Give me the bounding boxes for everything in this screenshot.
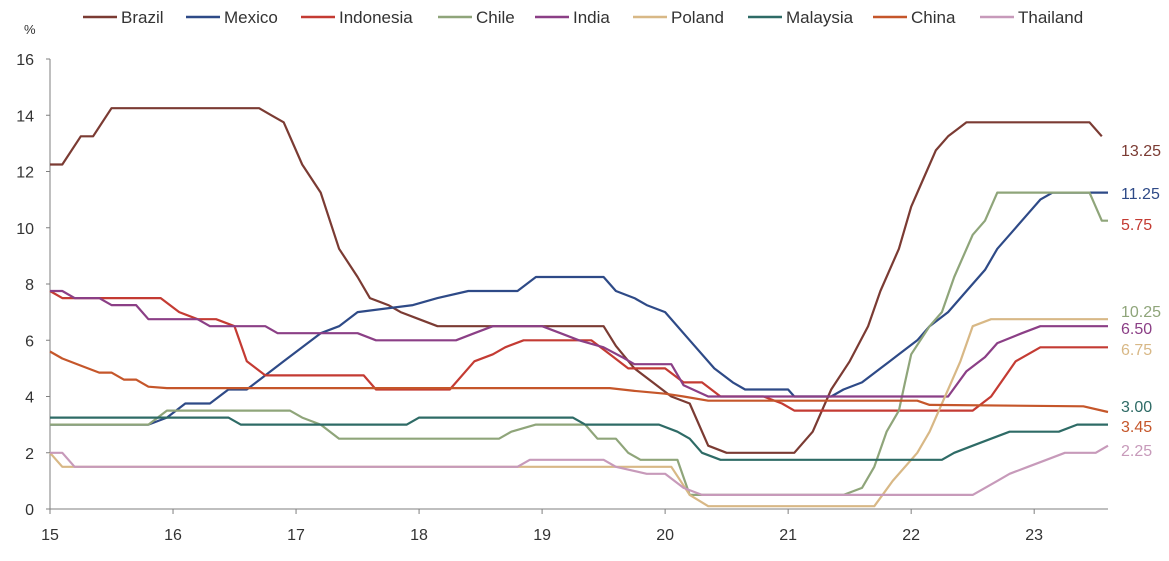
y-tick-label: 10 [16,221,34,238]
x-tick-label: 16 [164,527,182,544]
y-tick-label: 2 [25,446,34,463]
end-value-label-indonesia: 5.75 [1121,217,1152,234]
end-value-label-poland: 6.75 [1121,342,1152,359]
end-value-label-china: 3.45 [1121,419,1152,436]
legend-item-indonesia: Indonesia [339,8,413,27]
end-value-label-mexico: 11.25 [1121,186,1160,203]
series-line-india [50,289,1108,398]
end-value-label-brazil: 13.25 [1121,143,1161,160]
x-axis-ticks: 15 16 17 18 19 20 21 22 23 [41,509,1043,544]
legend-item-poland: Poland [671,8,724,27]
x-tick-label: 15 [41,527,59,544]
legend-item-india: India [573,8,610,27]
legend-item-mexico: Mexico [224,8,278,27]
legend: Brazil Mexico Indonesia Chile India Poland Mal… [83,8,1083,27]
x-tick-label: 19 [533,527,551,544]
y-axis-unit-label: % [24,22,36,37]
x-tick-label: 23 [1025,527,1043,544]
y-axis-ticks: 0 2 4 6 8 10 12 14 16 [16,52,50,519]
series-line-mexico [50,191,1108,426]
legend-item-brazil: Brazil [121,8,164,27]
series-lines [49,107,1109,508]
end-value-labels: 13.25 11.25 5.75 10.256.50 6.75 3.00 3.45 2.25 [1121,143,1161,460]
series-line-poland [49,318,1108,508]
series-line-indonesia [49,290,1108,412]
series-line-china [49,350,1109,414]
series-line-chile [50,191,1108,496]
series-line-thailand [50,444,1109,496]
x-tick-label: 18 [410,527,428,544]
y-tick-label: 16 [16,52,34,69]
legend-item-chile: Chile [476,8,515,27]
y-tick-label: 4 [25,390,34,407]
y-tick-label: 12 [16,165,34,182]
series-line-malaysia [50,416,1108,461]
y-tick-label: 6 [25,333,34,350]
end-value-label-thailand: 2.25 [1121,443,1152,460]
x-tick-label: 21 [779,527,797,544]
end-value-label-india: 6.50 [1121,321,1152,338]
y-tick-label: 0 [25,502,34,519]
end-value-label-malaysia: 3.00 [1121,399,1152,416]
axes: % [24,22,1108,510]
x-tick-label: 22 [902,527,920,544]
end-value-label-chile: 10.25 [1121,304,1161,321]
y-tick-label: 14 [16,108,34,125]
y-tick-label: 8 [25,277,34,294]
legend-item-thailand: Thailand [1018,8,1083,27]
legend-item-malaysia: Malaysia [786,8,854,27]
x-tick-label: 20 [656,527,674,544]
x-tick-label: 17 [287,527,305,544]
legend-item-china: China [911,8,956,27]
